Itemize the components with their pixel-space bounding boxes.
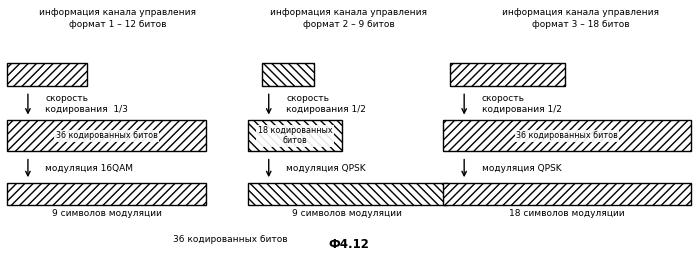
Bar	[248, 120, 342, 151]
Bar	[443, 183, 691, 205]
Text: модуляция 16QAM: модуляция 16QAM	[45, 164, 133, 173]
Text: 9 символов модуляции: 9 символов модуляции	[292, 209, 402, 218]
Bar	[7, 183, 206, 205]
Text: 9 символов модуляции: 9 символов модуляции	[52, 209, 161, 218]
Bar	[450, 63, 565, 86]
Text: 36 кодированных битов: 36 кодированных битов	[517, 131, 618, 140]
Text: модуляция QPSK: модуляция QPSK	[482, 164, 561, 173]
Bar	[7, 63, 87, 86]
Text: информация канала управления
формат 2 – 9 битов: информация канала управления формат 2 – …	[271, 8, 427, 29]
Bar	[262, 63, 314, 86]
Text: скорость
кодирования 1/2: скорость кодирования 1/2	[482, 94, 561, 115]
Text: Ф4.12: Ф4.12	[329, 238, 369, 251]
Text: скорость
кодирования 1/2: скорость кодирования 1/2	[286, 94, 366, 115]
Text: 36 кодированных битов: 36 кодированных битов	[173, 235, 288, 244]
Text: информация канала управления
формат 3 – 18 битов: информация канала управления формат 3 – …	[503, 8, 659, 29]
Bar	[443, 120, 691, 151]
Text: 18 символов модуляции: 18 символов модуляции	[510, 209, 625, 218]
Bar	[248, 183, 447, 205]
Bar	[7, 120, 206, 151]
Text: 36 кодированных битов: 36 кодированных битов	[56, 131, 157, 140]
Text: скорость
кодирования  1/3: скорость кодирования 1/3	[45, 94, 128, 115]
Text: 18 кодированных
битов: 18 кодированных битов	[258, 126, 332, 145]
Text: модуляция QPSK: модуляция QPSK	[286, 164, 366, 173]
Text: информация канала управления
формат 1 – 12 битов: информация канала управления формат 1 – …	[39, 8, 195, 29]
